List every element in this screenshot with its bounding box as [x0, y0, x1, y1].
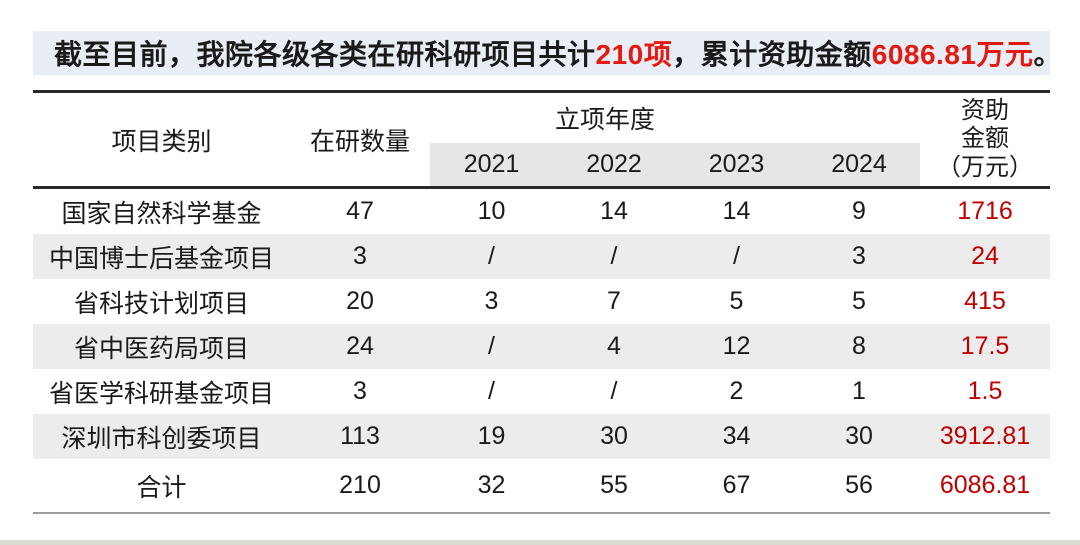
cell-in-progress: 210	[339, 471, 381, 499]
cell-amount: 6086.81	[939, 471, 1031, 499]
cell-category: 合计	[136, 473, 187, 502]
table-row: 中国博士后基金项目 3 / / / 3 24	[33, 234, 1051, 279]
cell-2023: 12	[722, 332, 751, 360]
col-header-year-2023: 2023	[675, 143, 798, 189]
cell-amount: 17.5	[960, 332, 1010, 360]
table-row: 省科技计划项目 20 3 7 5 5 415	[33, 279, 1050, 324]
cell-category: 省中医药局项目	[73, 334, 249, 363]
banner-segment-period: 。	[1033, 39, 1062, 70]
cell-in-progress: 3	[353, 377, 367, 405]
projects-table-container: 项目类别 在研数量 立项年度 资助 金额 （万元） 2021 2022 2023…	[33, 90, 1051, 514]
cell-category: 深圳市科创委项目	[61, 424, 262, 453]
banner-segment-middle: ，累计资助金额	[672, 39, 872, 70]
cell-amount: 1.5	[967, 377, 1003, 405]
cell-2024: 5	[852, 287, 866, 315]
table-row-total: 合计 210 32 55 67 56 6086.81	[33, 459, 1050, 513]
cell-amount: 1716	[957, 197, 1013, 225]
cell-amount: 24	[971, 242, 999, 270]
cell-2022: /	[610, 377, 618, 405]
cell-category: 省科技计划项目	[73, 289, 249, 318]
cell-category: 国家自然科学基金	[61, 199, 262, 228]
cell-2023: 67	[722, 471, 751, 499]
table-row: 国家自然科学基金 47 10 14 14 9 1716	[33, 188, 1050, 235]
cell-amount: 415	[964, 287, 1006, 315]
col-header-in-progress-count: 在研数量	[290, 91, 430, 189]
cell-2021: 32	[477, 471, 506, 499]
cell-in-progress: 113	[340, 422, 380, 450]
col-header-year-2022: 2022	[553, 143, 675, 189]
col-header-amount: 资助 金额 （万元）	[920, 91, 1051, 189]
cell-in-progress: 24	[346, 332, 374, 360]
year-group-label: 立项年度	[555, 106, 656, 134]
cell-category: 省医学科研基金项目	[48, 379, 274, 408]
projects-table: 项目类别 在研数量 立项年度 资助 金额 （万元） 2021 2022 2023…	[33, 90, 1051, 514]
cell-2024: 56	[845, 471, 873, 499]
cell-2024: 9	[852, 197, 866, 225]
cell-2021: /	[488, 377, 495, 405]
cell-2021: 10	[477, 197, 506, 225]
amount-header-line-3: （万元）	[937, 153, 1034, 181]
table-row: 省中医药局项目 24 / 4 12 8 17.5	[33, 324, 1051, 369]
banner-highlight-funding-amount: 6086.81万元	[871, 39, 1034, 70]
table-row: 省医学科研基金项目 3 / / 2 1 1.5	[33, 369, 1050, 414]
col-header-year-group: 立项年度	[430, 91, 921, 143]
cell-2023: 14	[722, 197, 751, 225]
cell-2023: 2	[729, 377, 744, 405]
col-header-year-2024: 2024	[798, 143, 921, 189]
cell-2021: 19	[477, 422, 506, 450]
table-body: 国家自然科学基金 47 10 14 14 9 1716 中国博士后基金项目 3 …	[33, 188, 1051, 514]
banner-highlight-project-count: 210项	[595, 39, 673, 70]
cell-category: 中国博士后基金项目	[48, 244, 274, 273]
cell-2022: 14	[600, 197, 628, 225]
cell-2022: 4	[607, 332, 621, 360]
table-row: 深圳市科创委项目 113 19 30 34 30 3912.81	[33, 414, 1051, 459]
cell-2024: 1	[852, 377, 866, 405]
cell-2024: 8	[852, 332, 866, 360]
cell-2022: 30	[600, 422, 628, 450]
table-header: 项目类别 在研数量 立项年度 资助 金额 （万元） 2021 2022 2023…	[33, 91, 1051, 189]
banner-segment-intro: 截至目前，我院各级各类在研科研项目共计	[54, 39, 596, 70]
cell-in-progress: 3	[353, 242, 367, 270]
bottom-divider	[0, 540, 1080, 545]
cell-in-progress: 20	[346, 287, 374, 315]
summary-banner: 截至目前，我院各级各类在研科研项目共计 210项 ，累计资助金额 6086.81万元。	[33, 31, 1061, 75]
cell-2023: /	[733, 242, 740, 270]
cell-2022: 55	[600, 471, 628, 499]
cell-2023: 34	[722, 422, 751, 450]
col-header-year-2021: 2021	[430, 143, 553, 189]
cell-2024: 30	[845, 422, 873, 450]
cell-2021: /	[488, 242, 495, 270]
cell-in-progress: 47	[346, 197, 374, 225]
cell-2024: 3	[852, 242, 866, 270]
cell-amount: 3912.81	[939, 422, 1031, 450]
cell-2021: /	[488, 332, 495, 360]
amount-header-line-1: 资助	[961, 97, 1010, 125]
amount-header-line-2: 金额	[961, 125, 1010, 153]
cell-2022: /	[610, 242, 618, 270]
col-header-category: 项目类别	[33, 91, 290, 189]
cell-2022: 7	[607, 287, 621, 315]
cell-2023: 5	[729, 287, 744, 315]
cell-2021: 3	[484, 287, 499, 315]
